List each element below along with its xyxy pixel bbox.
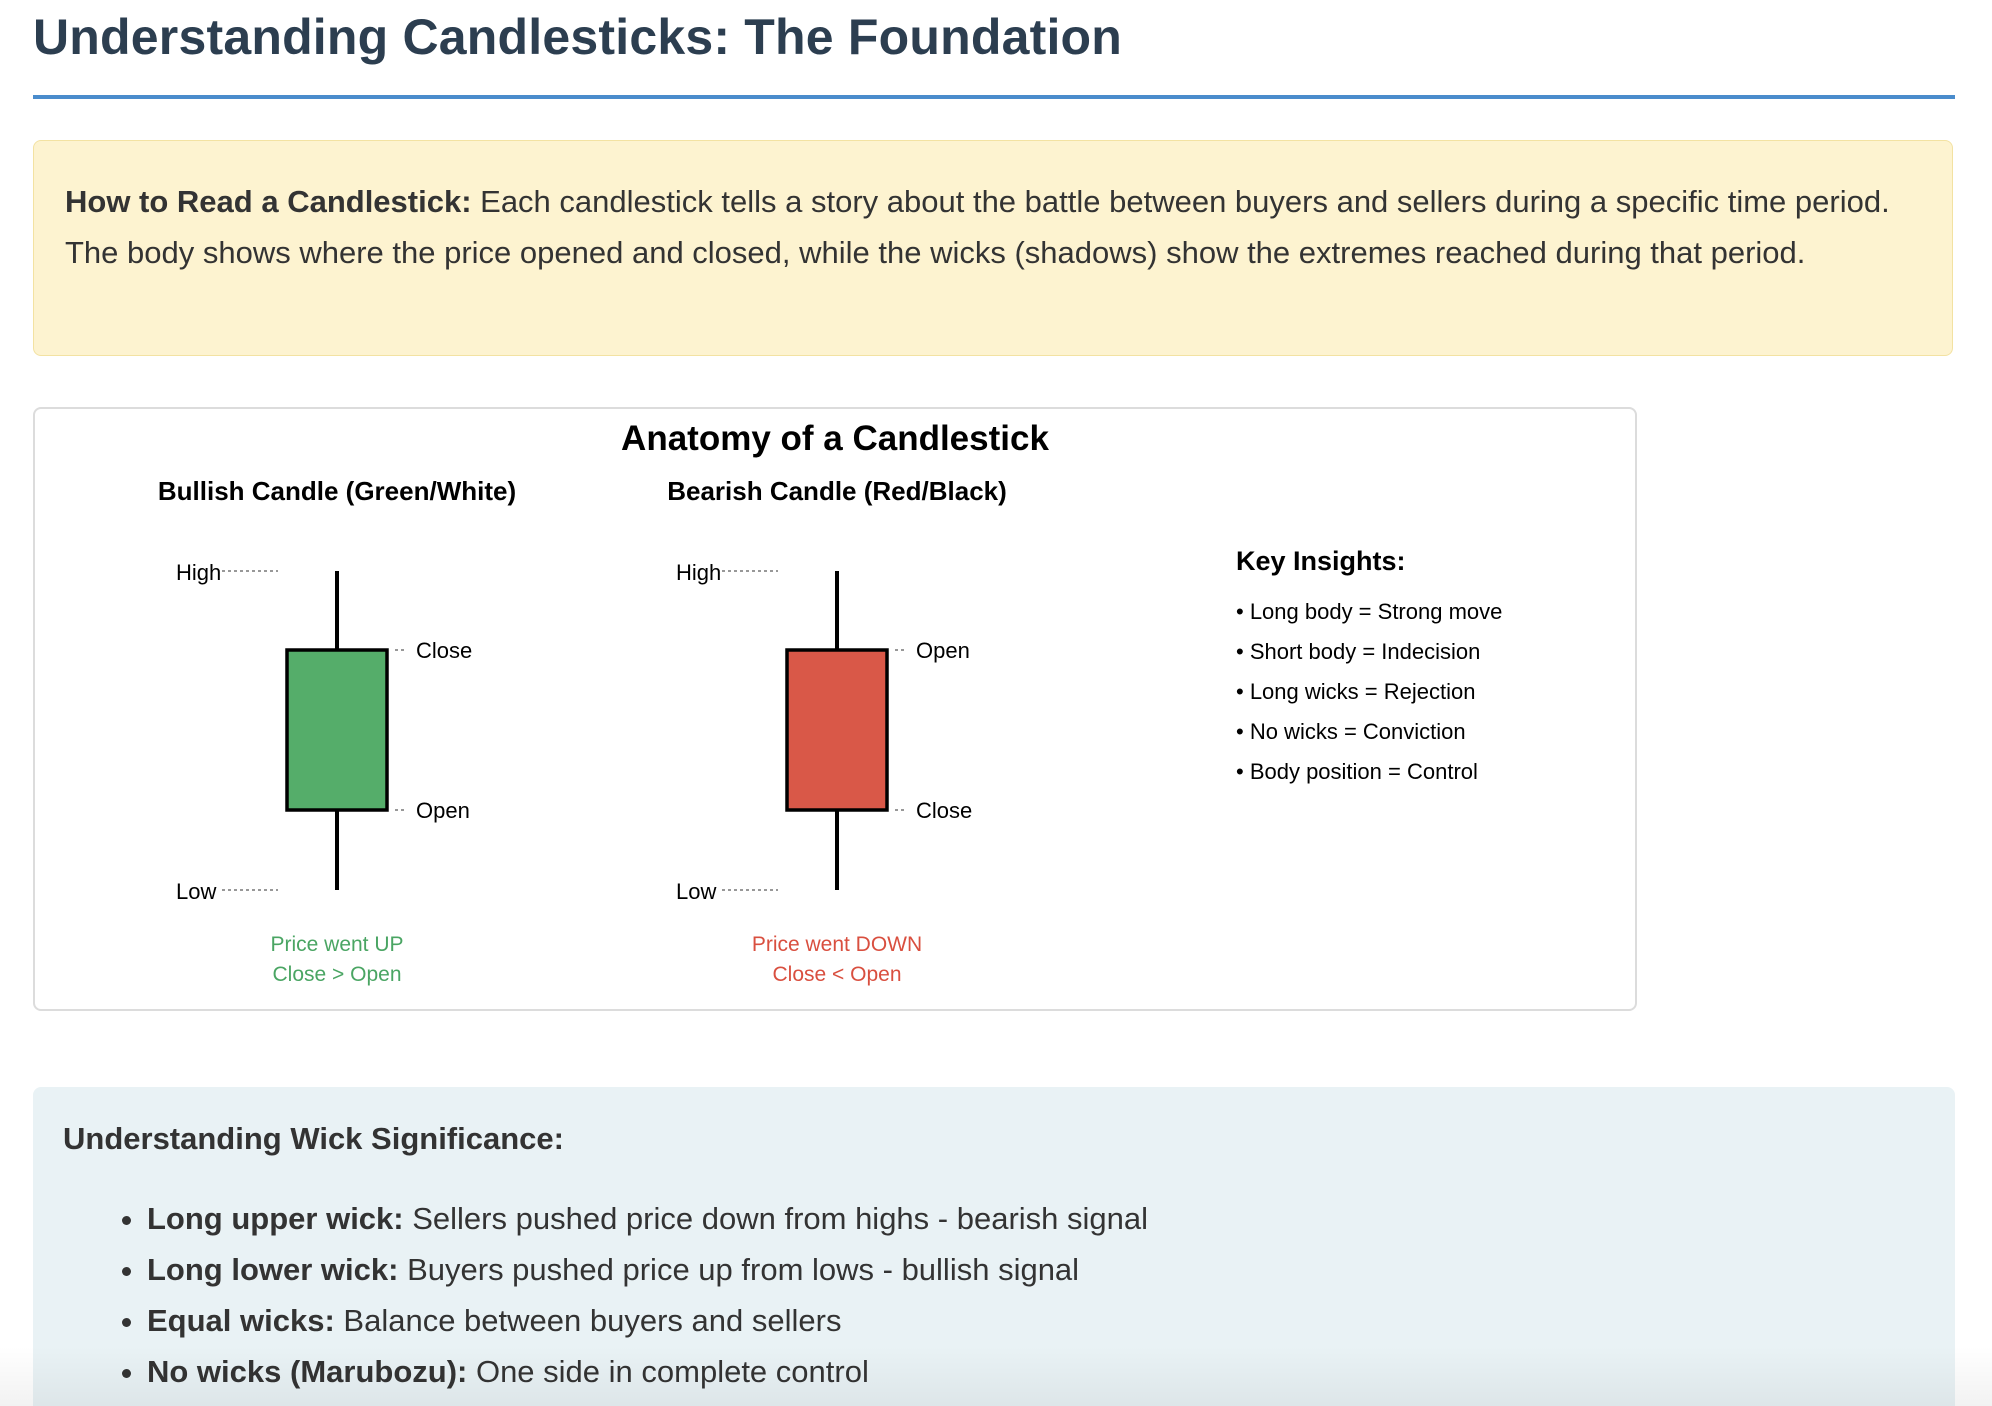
bearish-high-label: High: [676, 560, 721, 585]
bearish-caption-line2: Close < Open: [773, 963, 902, 986]
key-insights: Key Insights: • Long body = Strong move …: [1236, 546, 1502, 784]
how-to-read-lead: How to Read a Candlestick:: [65, 184, 472, 219]
wick-desc: Sellers pushed price down from highs - b…: [403, 1201, 1149, 1236]
list-item: Long upper wick: Sellers pushed price do…: [147, 1193, 1925, 1244]
wick-term: Equal wicks:: [147, 1303, 335, 1338]
bullish-heading: Bullish Candle (Green/White): [158, 476, 516, 506]
wick-significance-heading: Understanding Wick Significance:: [63, 1121, 564, 1156]
bullish-close-label: Close: [416, 638, 472, 663]
list-item: Equal wicks: Balance between buyers and …: [147, 1295, 1925, 1346]
wick-desc: One side in complete control: [467, 1354, 869, 1389]
insight-item: • Body position = Control: [1236, 759, 1478, 784]
bullish-low-label: Low: [176, 879, 216, 904]
bullish-candle-group: Bullish Candle (Green/White) High Close …: [158, 476, 516, 986]
how-to-read-box: How to Read a Candlestick: Each candlest…: [33, 140, 1953, 356]
candlestick-anatomy-diagram: Anatomy of a Candlestick Bullish Candle …: [33, 407, 1637, 1011]
wick-term: Long lower wick:: [147, 1252, 399, 1287]
wick-term: No wicks (Marubozu):: [147, 1354, 468, 1389]
diagram-title: Anatomy of a Candlestick: [621, 419, 1049, 458]
list-item: Long lower wick: Buyers pushed price up …: [147, 1244, 1925, 1295]
wick-significance-list: Long upper wick: Sellers pushed price do…: [63, 1193, 1925, 1397]
key-insights-heading: Key Insights:: [1236, 546, 1406, 576]
page-title: Understanding Candlesticks: The Foundati…: [33, 9, 1123, 65]
insight-item: • Long body = Strong move: [1236, 599, 1502, 624]
anatomy-svg: Anatomy of a Candlestick Bullish Candle …: [158, 419, 1503, 986]
wick-desc: Buyers pushed price up from lows - bulli…: [398, 1252, 1080, 1287]
insight-item: • Short body = Indecision: [1236, 639, 1480, 664]
bearish-body: [785, 648, 889, 812]
bullish-body: [285, 648, 389, 812]
insight-item: • No wicks = Conviction: [1236, 719, 1466, 744]
bearish-close-label: Close: [916, 798, 972, 823]
wick-desc: Balance between buyers and sellers: [334, 1303, 842, 1338]
bearish-candle-group: Bearish Candle (Red/Black) High Open Clo…: [667, 476, 1007, 986]
bearish-low-label: Low: [676, 879, 716, 904]
bearish-open-label: Open: [916, 638, 970, 663]
bullish-caption-line1: Price went UP: [270, 933, 403, 956]
wick-term: Long upper wick:: [147, 1201, 404, 1236]
list-item: No wicks (Marubozu): One side in complet…: [147, 1346, 1925, 1397]
bullish-open-label: Open: [416, 798, 470, 823]
bearish-caption-line1: Price went DOWN: [752, 933, 922, 956]
how-to-read-text: Each candlestick tells a story about the…: [65, 184, 1890, 270]
title-divider: [33, 95, 1955, 99]
bullish-high-label: High: [176, 560, 221, 585]
bullish-caption-line2: Close > Open: [273, 963, 402, 986]
bearish-heading: Bearish Candle (Red/Black): [667, 476, 1007, 506]
insight-item: • Long wicks = Rejection: [1236, 679, 1475, 704]
wick-significance-box: Understanding Wick Significance: Long up…: [33, 1087, 1955, 1406]
